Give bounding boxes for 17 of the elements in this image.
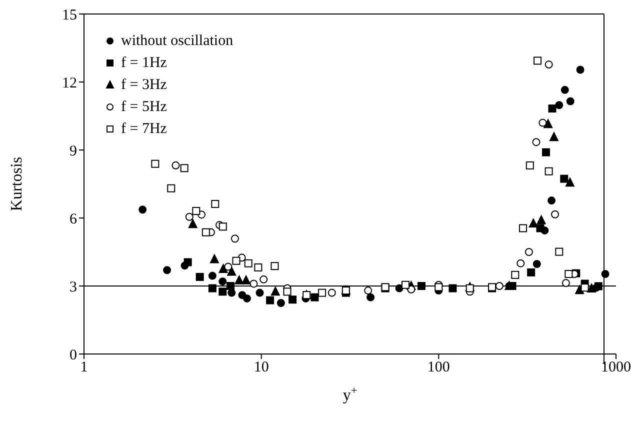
y-tick-label: 3 — [70, 279, 77, 296]
y-tick-label: 6 — [70, 211, 78, 228]
legend-label: f = 7Hz — [121, 120, 167, 138]
y-tick-label: 12 — [62, 75, 77, 92]
legend-label: f = 5Hz — [121, 98, 167, 116]
y-tick-label: 0 — [70, 347, 77, 364]
y-tick-label: 9 — [70, 143, 77, 160]
legend-label: without oscillation — [121, 32, 234, 50]
x-axis-title: y$^{+}$ — [342, 385, 358, 404]
legend-label: f = 3Hz — [121, 76, 167, 94]
x-tick-label: 1 — [80, 360, 88, 376]
x-tick-label: 1000 — [601, 360, 631, 376]
y-tick-label: 15 — [62, 7, 77, 24]
legend-label: f = 1Hz — [121, 54, 167, 72]
x-tick-label: 10 — [254, 360, 269, 376]
y-axis-title: Kurtosis — [8, 156, 26, 212]
x-tick-label: 100 — [427, 360, 450, 376]
